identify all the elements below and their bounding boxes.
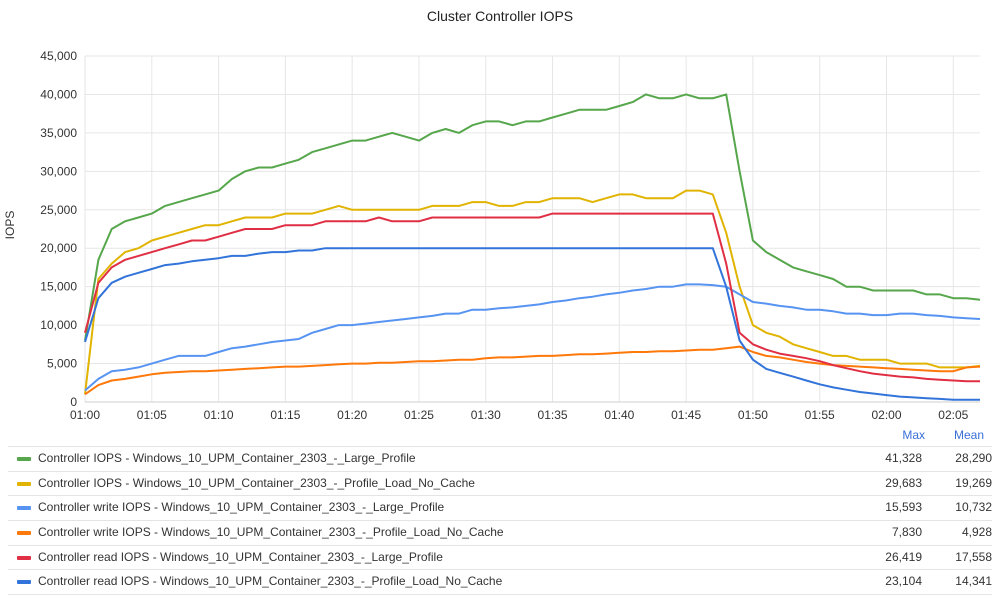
legend-swatch xyxy=(17,506,31,511)
y-tick-label: 20,000 xyxy=(40,241,77,255)
legend-series-name: Controller IOPS - Windows_10_UPM_Contain… xyxy=(38,475,475,490)
y-axis-label: IOPS xyxy=(3,211,17,240)
x-tick-label: 01:30 xyxy=(471,408,501,422)
legend-max-header[interactable]: Max xyxy=(902,428,925,442)
y-tick-label: 35,000 xyxy=(40,126,77,140)
legend-item-3[interactable]: Controller write IOPS - Windows_10_UPM_C… xyxy=(8,495,992,520)
legend-mean-value: 17,558 xyxy=(955,549,992,564)
legend-item-6[interactable]: Controller read IOPS - Windows_10_UPM_Co… xyxy=(8,569,992,596)
legend-max-value: 29,683 xyxy=(885,475,922,490)
y-tick-label: 25,000 xyxy=(40,203,77,217)
legend-item-5[interactable]: Controller read IOPS - Windows_10_UPM_Co… xyxy=(8,544,992,570)
legend: Controller IOPS - Windows_10_UPM_Contain… xyxy=(8,446,992,596)
legend-swatch xyxy=(17,531,31,536)
y-tick-label: 40,000 xyxy=(40,87,77,101)
legend-max-value: 26,419 xyxy=(885,549,922,564)
x-tick-label: 01:15 xyxy=(270,408,300,422)
y-tick-label: 5,000 xyxy=(47,357,77,371)
legend-item-2[interactable]: Controller IOPS - Windows_10_UPM_Contain… xyxy=(8,470,992,496)
chart-title: Cluster Controller IOPS xyxy=(426,8,574,24)
legend-series-name: Controller IOPS - Windows_10_UPM_Contain… xyxy=(38,451,416,465)
legend-mean-value: 4,928 xyxy=(961,525,992,540)
legend-series-name: Controller read IOPS - Windows_10_UPM_Co… xyxy=(38,574,503,589)
series-line-3[interactable] xyxy=(84,283,981,392)
series-line-4[interactable] xyxy=(84,345,981,396)
y-tick-label: 30,000 xyxy=(40,164,77,178)
x-tick-label: 02:05 xyxy=(938,408,968,422)
legend-swatch xyxy=(17,555,31,560)
legend-item-4[interactable]: Controller write IOPS - Windows_10_UPM_C… xyxy=(8,520,992,545)
legend-max-value: 23,104 xyxy=(885,574,922,589)
x-tick-label: 01:35 xyxy=(538,408,568,422)
x-tick-label: 01:25 xyxy=(404,408,434,422)
legend-mean-value: 28,290 xyxy=(955,451,992,465)
series-line-5[interactable] xyxy=(84,212,980,383)
legend-max-value: 41,328 xyxy=(885,451,922,465)
legend-mean-value: 10,732 xyxy=(955,500,992,515)
series-line-2[interactable] xyxy=(84,189,981,395)
legend-item-1[interactable]: Controller IOPS - Windows_10_UPM_Contain… xyxy=(8,446,992,471)
legend-swatch xyxy=(17,481,31,486)
legend-mean-header[interactable]: Mean xyxy=(953,428,984,442)
series-lines xyxy=(84,93,981,401)
series-line-1[interactable] xyxy=(84,93,981,341)
x-tick-label: 01:05 xyxy=(137,408,167,422)
legend-max-value: 7,830 xyxy=(891,525,922,540)
x-tick-label: 01:00 xyxy=(70,408,100,422)
line-chart: 0 5,000 10,000 15,000 20,000 25,000 30,000 35,0… xyxy=(3,49,981,422)
legend-series-name: Controller write IOPS - Windows_10_UPM_C… xyxy=(38,525,504,540)
legend-mean-value: 14,341 xyxy=(955,574,992,589)
legend-swatch xyxy=(17,457,31,461)
y-tick-label: 10,000 xyxy=(40,318,77,332)
legend-mean-value: 19,269 xyxy=(955,475,992,490)
x-tick-label: 01:55 xyxy=(805,408,835,422)
legend-swatch xyxy=(17,580,31,585)
legend-series-name: Controller write IOPS - Windows_10_UPM_C… xyxy=(38,500,445,515)
x-tick-label: 02:00 xyxy=(871,408,901,422)
x-tick-label: 01:20 xyxy=(337,408,367,422)
y-tick-label: 15,000 xyxy=(40,280,77,294)
x-tick-label: 01:45 xyxy=(671,408,701,422)
gridlines xyxy=(84,55,980,403)
x-axis-ticks: 01:00 01:05 01:10 01:15 01:20 01:25 01:30 01:35… xyxy=(70,408,969,422)
y-axis-ticks: 0 5,000 10,000 15,000 20,000 25,000 30,000 35,0… xyxy=(40,49,77,409)
y-tick-label: 45,000 xyxy=(40,49,77,63)
series-line-6[interactable] xyxy=(84,247,980,401)
legend-series-name: Controller read IOPS - Windows_10_UPM_Co… xyxy=(38,549,443,564)
x-tick-label: 01:10 xyxy=(204,408,234,422)
y-tick-label: 0 xyxy=(70,395,77,409)
legend-max-value: 15,593 xyxy=(885,500,922,515)
x-tick-label: 01:50 xyxy=(738,408,768,422)
x-tick-label: 01:40 xyxy=(604,408,634,422)
